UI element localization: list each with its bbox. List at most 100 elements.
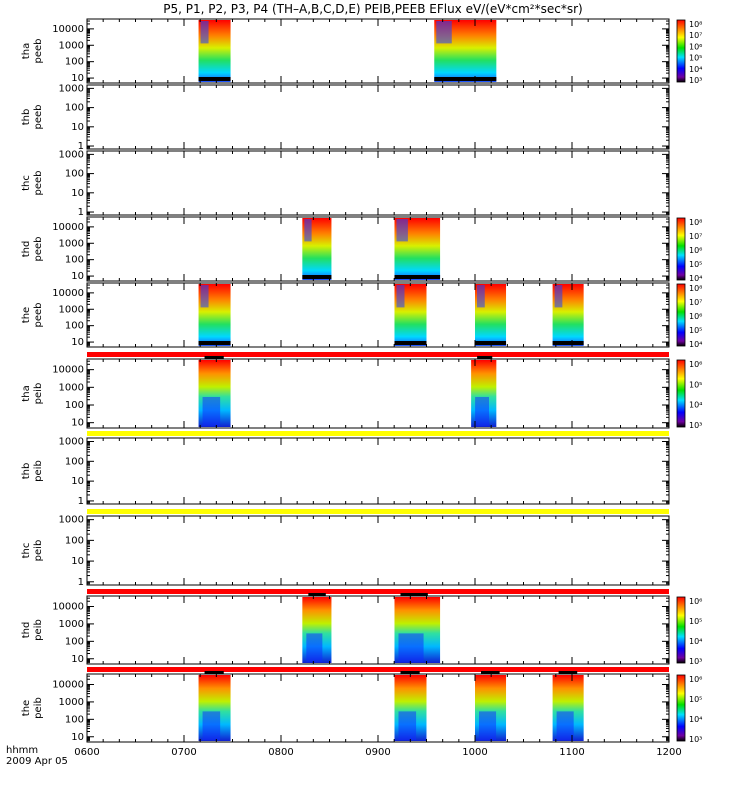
x-axis-prefix: hhmm: [6, 745, 39, 756]
spacecraft-potential-trace: [475, 341, 507, 345]
panel-product-label: peib: [33, 540, 44, 562]
y-tick-label: 1000: [59, 149, 84, 160]
panel-thc-peeb: 1000 100 10 1 thc peeb: [21, 149, 670, 218]
figure-title: P5, P1, P2, P3, P4 (TH–A,B,C,D,E) PEIB,P…: [163, 2, 582, 16]
y-tick-label: 100: [65, 535, 84, 546]
y-tick-label: 10: [71, 122, 84, 133]
y-tick-label: 1000: [59, 697, 84, 708]
colorbar-tick-label: 10⁴: [689, 401, 702, 410]
y-tick-label: 10: [71, 654, 84, 665]
panel-tha-peib: 10000 1000 100 10 tha peib 10⁶ 10⁵ 10⁴ 10³: [21, 352, 702, 430]
spectrogram-feature: [200, 285, 209, 308]
panel-product-label: peeb: [33, 105, 44, 130]
panel-frame: [86, 358, 670, 429]
y-tick-label: 10000: [52, 365, 84, 376]
x-tick-label: 0600: [74, 747, 99, 758]
spectrogram-feature: [477, 285, 485, 308]
y-tick-label: 1: [78, 577, 84, 588]
y-tick-label: 1000: [59, 382, 84, 393]
y-tick-label: 1000: [59, 238, 84, 249]
colorbar-tick-label: 10⁴: [689, 637, 702, 646]
time-axis: 0600 0700 0800 0900 1000 1100 1200: [74, 747, 681, 758]
panel-probe-label: thd: [21, 622, 32, 639]
colorbar-tick-label: 10³: [689, 735, 702, 744]
y-tick-label: 10000: [52, 601, 84, 612]
panel-the-peib: 10000 1000 100 10 the peib 10⁶ 10⁵ 10⁴ 10³: [21, 667, 702, 744]
colorbar-tick-label: 10⁸: [689, 284, 702, 293]
panel-probe-label: thd: [21, 241, 32, 258]
panel-probe-label: thb: [21, 463, 32, 480]
colorbar-tick-label: 10⁶: [689, 312, 702, 321]
colorbar-tick-label: 10⁵: [689, 617, 702, 626]
y-tick-label: 10: [71, 418, 84, 429]
panel-product-label: peeb: [33, 303, 44, 328]
panel-thb-peib: 1000 100 10 1 thb peib: [21, 431, 670, 507]
colorbar: 10⁸ 10⁷ 10⁶ 10⁵ 10⁴: [676, 283, 702, 349]
y-tick-label: 100: [65, 169, 84, 180]
quality-flag-bar: [87, 431, 669, 436]
x-tick-label: 0900: [365, 747, 390, 758]
colorbar-tick-label: 10⁴: [689, 715, 702, 724]
mode-indicator: [400, 671, 420, 674]
panel-thc-peib: 1000 100 10 1 thc peib: [21, 509, 670, 588]
mode-indicator: [400, 593, 428, 596]
quality-flag-bar: [87, 589, 669, 594]
y-tick-label: 1000: [59, 83, 84, 94]
y-tick-label: 100: [65, 255, 84, 266]
x-tick-label: 1200: [656, 747, 681, 758]
y-tick-label: 1000: [59, 304, 84, 315]
mode-indicator: [308, 593, 326, 596]
spectrogram-feature: [396, 285, 405, 308]
colorbar-tick-label: 10⁴: [689, 340, 702, 349]
spectrogram-feature: [396, 219, 408, 242]
y-tick-label: 1: [78, 207, 84, 218]
y-tick-label: 100: [65, 57, 84, 68]
y-tick-label: 100: [65, 714, 84, 725]
quality-flag-bar: [87, 509, 669, 514]
y-tick-label: 10: [71, 732, 84, 743]
x-tick-label: 1100: [559, 747, 584, 758]
colorbar-tick-label: 10⁵: [689, 326, 702, 335]
y-tick-label: 100: [65, 103, 84, 114]
panel-thd-peeb: 10000 1000 100 10 thd peeb 10⁸ 10⁷ 10⁶ 10⁵ 10⁴: [21, 216, 702, 283]
colorbar-scale: [676, 19, 686, 83]
spectrogram-feature: [436, 21, 452, 44]
y-tick-label: 1: [78, 141, 84, 152]
colorbar-tick-label: 10⁷: [689, 232, 702, 241]
spacecraft-potential-trace: [302, 275, 332, 279]
panel-frame: [86, 515, 670, 586]
y-tick-label: 1000: [59, 515, 84, 526]
spacecraft-potential-trace: [198, 77, 231, 81]
spectrogram-feature: [200, 21, 209, 44]
colorbar: 10⁸ 10⁷ 10⁶ 10⁵ 10⁴: [676, 217, 702, 283]
panel-product-label: peib: [33, 383, 44, 405]
panel-product-label: peib: [33, 619, 44, 641]
y-tick-label: 10: [71, 556, 84, 567]
quality-flag-bar: [87, 667, 669, 672]
spectrogram-feature: [475, 396, 489, 426]
panel-tha-peeb: 10000 1000 100 10 tha peeb 10⁸ 10⁷ 10⁶ 10⁵ 10⁴ 10³: [21, 18, 702, 85]
panel-product-label: peeb: [33, 39, 44, 64]
y-tick-label: 10000: [52, 679, 84, 690]
mode-indicator: [481, 671, 500, 674]
y-tick-label: 10000: [52, 288, 84, 299]
colorbar-scale: [676, 359, 686, 428]
y-tick-label: 10: [71, 271, 84, 282]
y-tick-label: 10: [71, 337, 84, 348]
colorbar-tick-label: 10⁵: [689, 695, 702, 704]
spectrogram-feature: [202, 396, 221, 426]
colorbar-tick-label: 10⁶: [689, 597, 702, 606]
colorbar-scale: [676, 283, 686, 347]
spectrogram-feature: [479, 711, 497, 740]
panel-product-label: peib: [33, 697, 44, 719]
spectrogram-feature: [202, 711, 221, 740]
panel-product-label: peib: [33, 460, 44, 482]
panel-probe-label: thc: [21, 175, 32, 191]
colorbar-scale: [676, 596, 686, 664]
mode-indicator: [558, 671, 578, 674]
colorbar-tick-label: 10⁵: [689, 380, 702, 389]
y-tick-label: 1000: [59, 40, 84, 51]
panel-probe-label: thb: [21, 109, 32, 126]
